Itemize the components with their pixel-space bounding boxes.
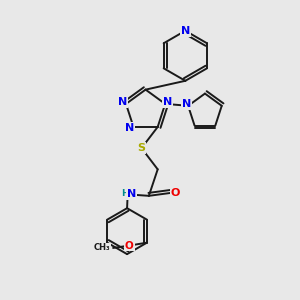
Text: S: S — [137, 143, 146, 153]
Text: N: N — [125, 122, 135, 133]
Text: N: N — [182, 99, 191, 109]
Text: O: O — [171, 188, 180, 198]
Text: N: N — [118, 98, 127, 107]
Text: CH₃: CH₃ — [94, 243, 111, 252]
Text: N: N — [181, 26, 190, 36]
Text: N: N — [163, 98, 172, 107]
Text: N: N — [127, 189, 136, 199]
Text: O: O — [125, 241, 134, 250]
Text: H: H — [121, 189, 128, 198]
